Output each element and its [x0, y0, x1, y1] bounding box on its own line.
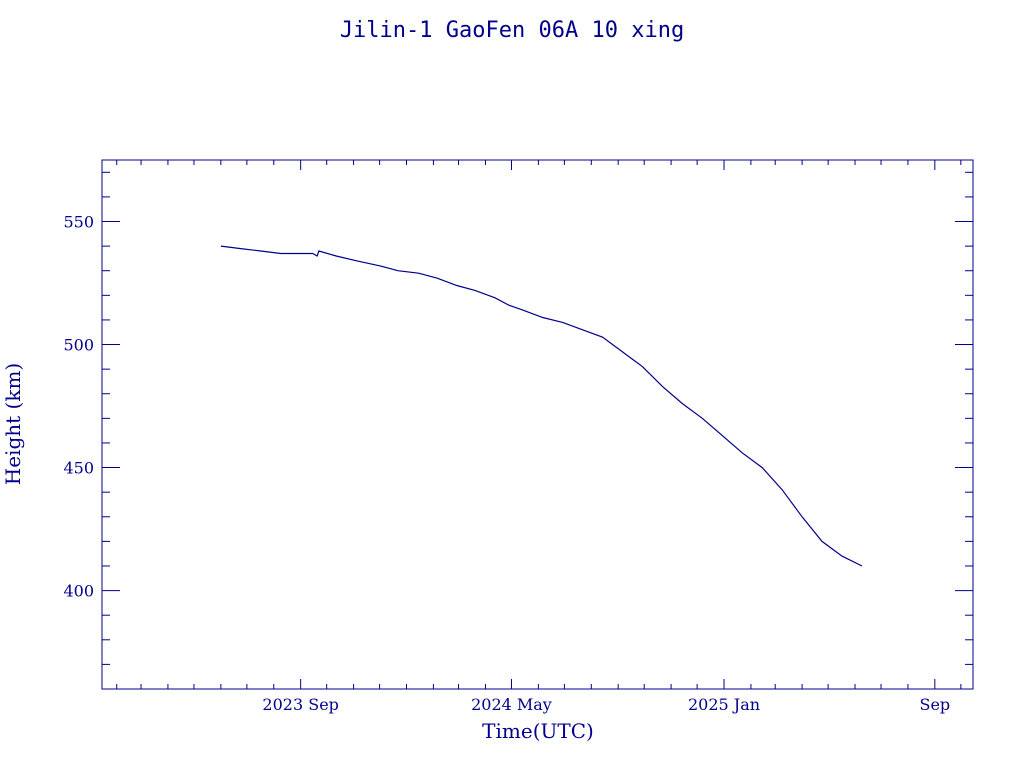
x-tick-label: 2024 May: [471, 695, 552, 714]
y-tick-label: 500: [63, 336, 94, 355]
y-tick-label: 450: [63, 459, 94, 478]
x-axis-label: Time(UTC): [482, 719, 594, 743]
plot-frame: [101, 159, 974, 690]
y-axis: 400 450 500 550: [63, 171, 973, 665]
y-tick-label: 400: [63, 582, 94, 601]
chart-title: Jilin-1 GaoFen 06A 10 xing: [340, 18, 684, 43]
series-line: [220, 245, 863, 567]
y-axis-label: Height (km): [1, 363, 25, 485]
x-axis: 2023 Sep 2024 May 2025 Jan Sep: [116, 160, 962, 714]
y-tick-label: 550: [63, 213, 94, 232]
x-tick-label: Sep: [919, 695, 950, 714]
x-tick-label: 2025 Jan: [688, 695, 760, 714]
x-tick-label: 2023 Sep: [262, 695, 338, 714]
